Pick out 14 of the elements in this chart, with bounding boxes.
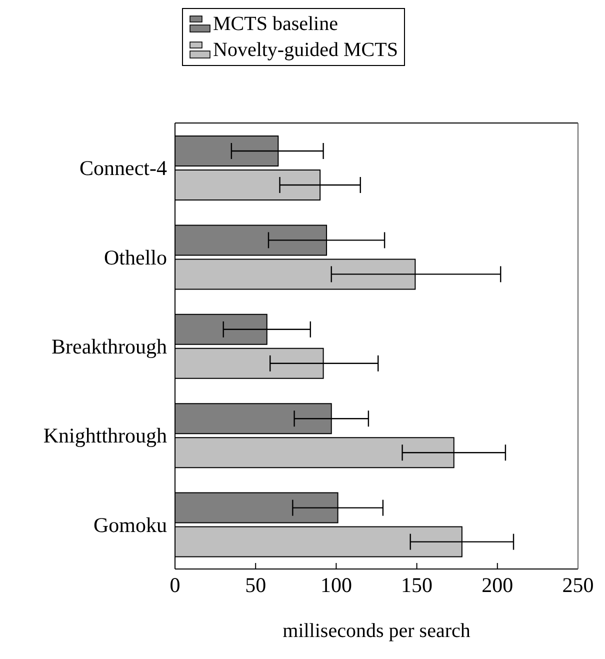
legend-label: MCTS baseline [213, 12, 338, 37]
x-tick-label: 50 [245, 572, 266, 597]
y-tick-label: Gomoku [94, 512, 168, 537]
x-tick-label: 250 [562, 572, 594, 597]
x-tick-label: 0 [170, 572, 180, 597]
x-tick-label: 150 [401, 572, 433, 597]
y-tick-label: Breakthrough [52, 334, 168, 358]
x-axis-title: milliseconds per search [282, 620, 470, 642]
x-tick-label: 200 [482, 572, 514, 597]
legend-label: Novelty-guided MCTS [213, 38, 398, 63]
y-tick-label: Othello [104, 245, 167, 270]
y-tick-label: Connect-4 [80, 156, 168, 180]
x-tick-label: 100 [320, 572, 352, 597]
y-tick-label: Knightthrough [43, 424, 168, 448]
